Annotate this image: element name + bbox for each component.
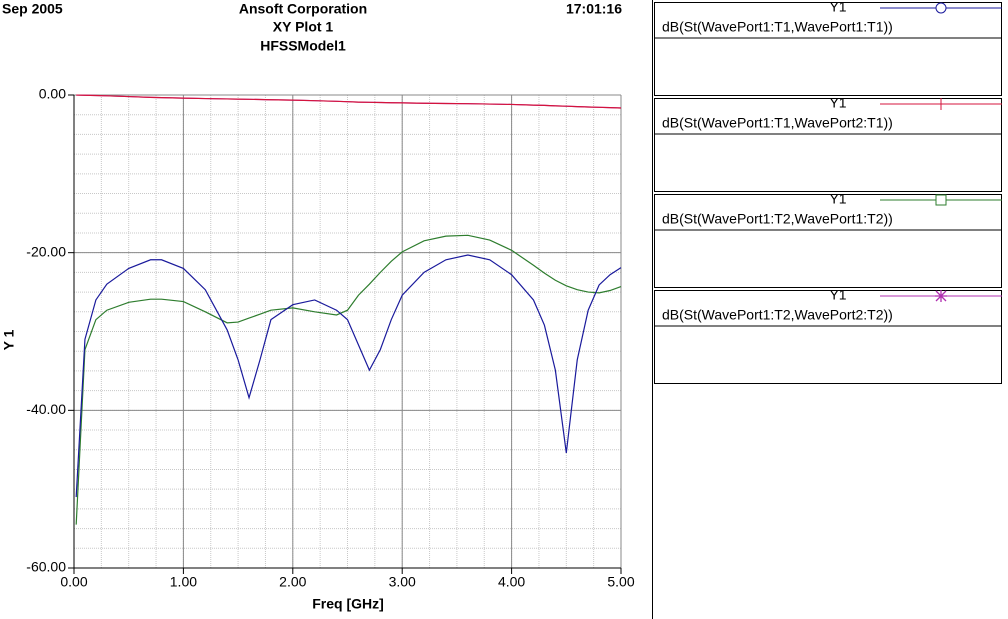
legend-axis: Y1 (829, 95, 846, 111)
legend-item: Y1 dB(St(WavePort1:T2,WavePort1:T2)) (654, 191, 1002, 288)
legend-item: Y1 dB(St(WavePort1:T1,WavePort2:T1)) (654, 95, 1002, 192)
legend-label: dB(St(WavePort1:T2,WavePort2:T2)) (662, 307, 893, 323)
x-tick-label: 2.00 (279, 574, 306, 590)
y-axis-label: Y 1 (1, 329, 17, 350)
series-line (76, 94, 622, 109)
legend-marker (935, 2, 947, 14)
x-tick-label: 4.00 (498, 574, 525, 590)
series-line (75, 234, 622, 525)
chart-title: Ansoft Corporation (239, 1, 367, 17)
y-tick-label: -40.00 (26, 401, 66, 417)
legend-label: dB(St(WavePort1:T1,WavePort1:T1)) (662, 19, 893, 35)
legend-axis: Y1 (829, 0, 846, 15)
x-tick-label: 3.00 (389, 574, 416, 590)
date: Sep 2005 (2, 1, 63, 17)
y-tick-label: -60.00 (26, 559, 66, 575)
legend-label: dB(St(WavePort1:T2,WavePort1:T2)) (662, 211, 893, 227)
time: 17:01:16 (566, 1, 622, 17)
legend-box (654, 98, 1002, 192)
series-line (75, 254, 622, 498)
legend-axis: Y1 (829, 287, 846, 303)
legend-marker (935, 194, 947, 206)
legend-item: Y1 dB(St(WavePort1:T1,WavePort1:T1)) (654, 0, 1002, 96)
x-tick-label: 5.00 (607, 574, 634, 590)
y-tick-label: -20.00 (26, 243, 66, 259)
legend-box (654, 2, 1002, 96)
legend-axis: Y1 (829, 191, 846, 207)
legend-item: Y1 dB(St(WavePort1:T2,WavePort2:T2)) (654, 287, 1002, 384)
x-tick-label: 0.00 (60, 574, 87, 590)
legend-label: dB(St(WavePort1:T1,WavePort2:T1)) (662, 115, 893, 131)
legend-box (654, 290, 1002, 384)
x-tick-label: 1.00 (170, 574, 197, 590)
model-name: HFSSModel1 (260, 38, 346, 54)
x-axis-label: Freq [GHz] (312, 596, 384, 612)
legend-box (654, 194, 1002, 288)
chart-subtitle: XY Plot 1 (273, 19, 334, 35)
y-tick-label: 0.00 (39, 86, 66, 102)
